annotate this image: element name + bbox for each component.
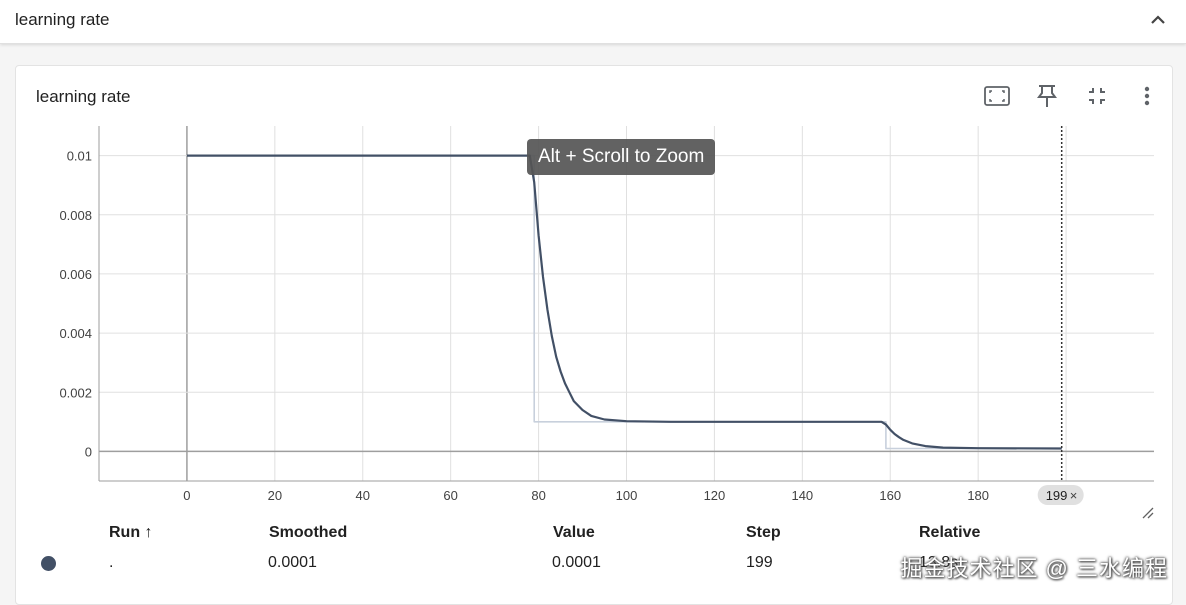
collapse-button[interactable] xyxy=(1144,6,1172,34)
x-tick-label: 20 xyxy=(268,488,282,503)
chevron-up-icon xyxy=(1149,11,1167,29)
x-tick-label: 100 xyxy=(616,488,638,503)
col-header-step[interactable]: Step xyxy=(746,524,781,542)
close-icon: × xyxy=(1070,488,1078,503)
x-tick-label: 180 xyxy=(967,488,989,503)
cell-step: 199 xyxy=(746,554,773,572)
line-chart[interactable]: 0 0.002 0.004 0.006 0.008 0.01 0 20 40 60 80 100 120… xyxy=(16,66,1174,526)
cell-value: 0.0001 xyxy=(552,554,601,572)
x-tick-label: 160 xyxy=(879,488,901,503)
y-tick-label: 0.006 xyxy=(59,267,92,282)
smoothed-series-line xyxy=(187,156,1062,449)
x-tick-label: 120 xyxy=(704,488,726,503)
col-header-relative[interactable]: Relative xyxy=(919,524,980,542)
cell-run: . xyxy=(109,554,113,572)
x-tick-label: 140 xyxy=(791,488,813,503)
x-tick-label: 60 xyxy=(443,488,457,503)
y-tick-label: 0.008 xyxy=(59,208,92,223)
y-tick-label: 0.002 xyxy=(59,385,92,400)
x-tick-label: 0 xyxy=(183,488,190,503)
resize-handle-icon xyxy=(1143,508,1153,518)
section-title: learning rate xyxy=(15,10,110,30)
raw-series-line xyxy=(187,156,1062,449)
y-tick-label: 0 xyxy=(85,444,92,459)
watermark-text: 掘金技术社区 @ 三水编程 xyxy=(900,551,1168,583)
col-header-smoothed[interactable]: Smoothed xyxy=(269,524,347,542)
run-color-dot xyxy=(41,556,56,571)
x-tick-label: 80 xyxy=(531,488,545,503)
section-header: learning rate xyxy=(0,0,1186,44)
y-tick-label: 0.004 xyxy=(59,326,92,341)
y-tick-label: 0.01 xyxy=(67,149,92,164)
col-header-value[interactable]: Value xyxy=(553,524,595,542)
hover-step-label: 199 xyxy=(1046,488,1068,503)
cell-smoothed: 0.0001 xyxy=(268,554,317,572)
col-header-run[interactable]: Run ↑ xyxy=(109,524,153,542)
x-tick-label: 40 xyxy=(356,488,370,503)
zoom-hint-tooltip: Alt + Scroll to Zoom xyxy=(527,139,715,175)
